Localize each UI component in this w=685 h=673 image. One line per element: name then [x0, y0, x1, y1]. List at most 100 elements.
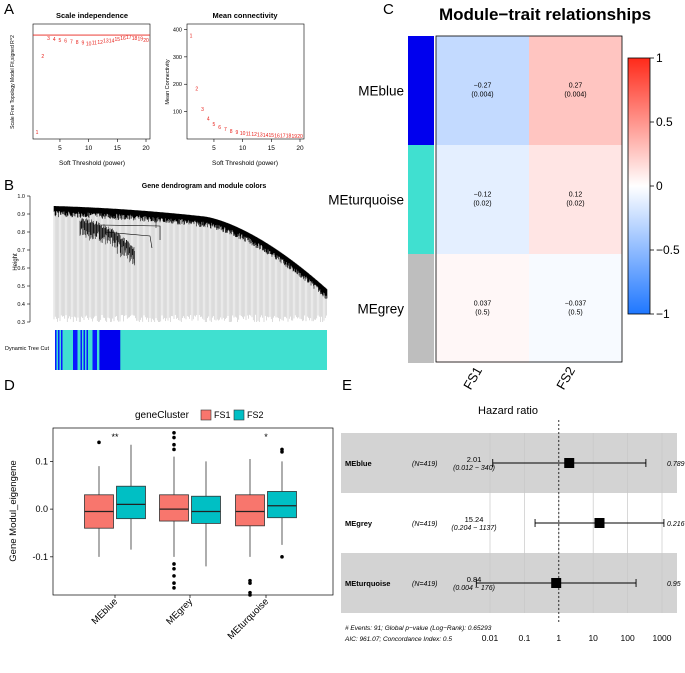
- module-color-stripe: [83, 330, 85, 370]
- module-color-stripe: [89, 330, 91, 370]
- a2-point-label: 8: [230, 129, 233, 135]
- dendrogram-tree: [53, 206, 328, 322]
- significance-marker: *: [264, 432, 268, 442]
- a1-point-label: 17: [126, 35, 132, 41]
- module-color-stripe: [88, 330, 90, 370]
- box-outlier: [172, 586, 176, 590]
- color-bar-label: Dynamic Tree Cut: [5, 346, 49, 352]
- a2-point-label: 13: [257, 133, 263, 139]
- module-color-stripe: [95, 330, 97, 370]
- legend-swatch-fs2: [233, 409, 245, 421]
- a2-ytick-label: 200: [173, 82, 182, 88]
- d-ytick-label: 0.0: [35, 504, 48, 514]
- heatmap-cell: [436, 254, 529, 363]
- cell-pvalue: (0.02): [566, 201, 584, 208]
- forest-row-pvalue: 0.95: [667, 581, 681, 588]
- module-color-stripe: [86, 330, 88, 370]
- row-label: MEgrey: [357, 302, 404, 317]
- module-color-bar: [55, 330, 327, 370]
- a2-title: Mean connectivity: [212, 11, 278, 20]
- forest-row-ci: (0.012 − 340): [453, 465, 495, 472]
- heatmap-cell: [529, 36, 622, 145]
- d-plot-frame: [52, 427, 334, 596]
- hazard-ratio-forest-plot: Hazard ratio MEblue (N=419) 2.01(0.012 − 3…: [341, 405, 685, 643]
- panel-label-b: B: [4, 177, 14, 194]
- a1-point-label: 12: [97, 40, 103, 46]
- a1-plot-frame: [32, 23, 151, 140]
- a1-point-label: 3: [47, 36, 50, 42]
- a2-point-label: 4: [207, 116, 210, 122]
- b-ytick-label: 0.7: [17, 248, 25, 254]
- heatmap-cell: [436, 36, 529, 145]
- module-color-stripe: [62, 330, 64, 370]
- b-ylabel: Height: [13, 253, 19, 271]
- e-footnote-aic: AIC: 961.07; Concordance Index: 0.5: [344, 636, 452, 643]
- forest-row-n: (N=419): [412, 461, 437, 468]
- box-outlier: [248, 593, 252, 597]
- a1-xtick-label: 5: [58, 145, 62, 152]
- a1-point-label: 18: [132, 36, 138, 42]
- a2-point-label: 14: [263, 133, 269, 139]
- forest-row-name: MEblue: [345, 459, 372, 468]
- a2-point-label: 5: [213, 122, 216, 128]
- a1-point-label: 2: [41, 54, 44, 60]
- b-ytick-label: 0.4: [17, 302, 25, 308]
- a1-point-label: 7: [70, 39, 73, 45]
- box-outlier: [172, 581, 176, 585]
- e-footnote-events: # Events: 91; Global p−value (Log−Rank):…: [345, 625, 492, 632]
- module-color-stripe: [76, 330, 78, 370]
- b-ytick-label: 0.5: [17, 284, 25, 290]
- forest-row-pvalue: 0.216: [667, 521, 685, 528]
- module-color-stripe: [65, 330, 67, 370]
- a2-point-label: 7: [224, 127, 227, 133]
- module-color-stripe: [68, 330, 70, 370]
- b-ytick-label: 0.8: [17, 230, 25, 236]
- box-outlier: [248, 581, 252, 585]
- forest-row-n: (N=419): [412, 521, 437, 528]
- a2-ylabel: Mean Connectivity: [165, 59, 171, 104]
- row-module-color: [408, 36, 434, 145]
- a2-point-label: 2: [195, 86, 198, 92]
- d-ytick-label: 0.1: [35, 456, 48, 466]
- legend-label-fs1: FS1: [214, 410, 231, 420]
- a2-point-label: 15: [269, 133, 275, 139]
- b-ytick-label: 0.6: [17, 266, 25, 272]
- module-color-stripe: [94, 330, 96, 370]
- module-color-stripe: [70, 330, 72, 370]
- box-outlier: [172, 442, 176, 447]
- forest-row-hr: 15.24: [465, 515, 484, 524]
- cell-correlation: −0.037: [565, 301, 587, 308]
- a2-point-label: 16: [274, 133, 280, 139]
- colorbar-tick-label: −0.5: [656, 243, 680, 257]
- d-xtick-label: MEturquoise: [226, 596, 271, 641]
- a2-xlabel: Soft Threshold (power): [212, 160, 278, 167]
- cell-correlation: −0.12: [474, 192, 492, 199]
- row-label: MEturquoise: [328, 193, 404, 208]
- a1-xlabel: Soft Threshold (power): [59, 160, 125, 167]
- module-color-stripe: [97, 330, 99, 370]
- forest-row-hr: 0.84: [467, 575, 482, 584]
- forest-row-ci: (0.204 − 1137): [451, 525, 496, 532]
- c-colorbar: [627, 57, 651, 315]
- box-outlier: [172, 562, 176, 566]
- a1-title: Scale independence: [56, 11, 128, 20]
- heatmap-cell: [529, 254, 622, 363]
- box-outlier: [172, 574, 176, 578]
- e-xtick-label: 100: [621, 633, 635, 643]
- a1-point-label: 16: [120, 36, 126, 42]
- a2-ytick-label: 400: [173, 27, 182, 33]
- a2-point-label: 10: [240, 131, 246, 137]
- forest-row-n: (N=419): [412, 581, 437, 588]
- forest-row-pvalue: 0.789: [667, 461, 685, 468]
- module-trait-heatmap: Module−trait relationships −0.27 (0.004) 0…: [328, 5, 680, 392]
- forest-rows-content: MEblue (N=419) 2.01(0.012 − 340) 0.789 MEgre…: [345, 455, 685, 592]
- cell-pvalue: (0.5): [568, 310, 582, 317]
- d-legend-title: geneCluster: [135, 410, 190, 421]
- cell-correlation: 0.27: [569, 83, 583, 90]
- a2-xtick-label: 10: [239, 145, 247, 152]
- module-color-stripe: [59, 330, 61, 370]
- a2-ytick-label: 100: [173, 110, 182, 116]
- panel-label-c: C: [383, 1, 394, 18]
- a1-point-label: 10: [86, 41, 92, 47]
